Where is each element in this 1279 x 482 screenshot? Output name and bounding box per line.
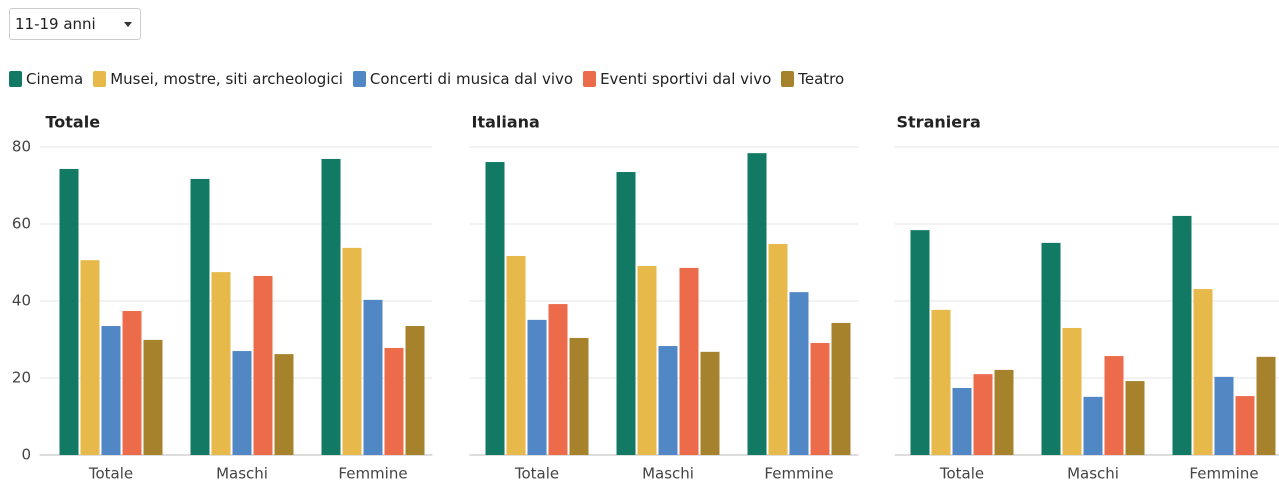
legend-swatch: [352, 71, 366, 87]
bar: [80, 260, 100, 455]
x-tick-label: Femmine: [338, 465, 407, 482]
bar: [59, 168, 79, 455]
bar: [1214, 376, 1234, 455]
x-tick-label: Totale: [88, 465, 133, 482]
legend: Cinema Musei, mostre, siti archeologici Co…: [9, 70, 844, 88]
legend-label: Cinema: [26, 70, 84, 88]
legend-label: Musei, mostre, siti archeologici: [110, 70, 343, 88]
bar: [789, 292, 809, 455]
legend-label: Eventi sportivi dal vivo: [600, 70, 772, 88]
legend-item: Concerti di musica dal vivo: [352, 70, 574, 88]
bar: [384, 347, 404, 455]
bar: [1062, 327, 1082, 455]
bar: [548, 304, 568, 455]
dropdown-arrow: [124, 22, 132, 27]
legend-swatch: [9, 71, 22, 87]
bar: [747, 153, 767, 455]
bar: [405, 326, 425, 455]
y-tick-label: 20: [12, 369, 31, 387]
x-tick-label: Femmine: [1189, 465, 1258, 482]
chart-title: Italiana: [472, 113, 540, 132]
y-tick-label: 40: [12, 292, 31, 310]
legend-swatch: [583, 71, 597, 87]
bar: [190, 178, 210, 455]
bar: [211, 272, 231, 455]
chart-title: Totale: [46, 113, 101, 132]
bar: [101, 326, 121, 455]
y-tick-label: 80: [12, 138, 31, 156]
x-tick-label: Maschi: [1067, 465, 1119, 482]
dropdown-value: 11-19 anni: [15, 15, 96, 33]
bar: [569, 337, 589, 455]
bar: [506, 255, 526, 455]
bar: [485, 162, 505, 455]
legend-item: Musei, mostre, siti archeologici: [93, 70, 343, 88]
bar: [1256, 356, 1276, 455]
bar: [321, 158, 341, 455]
bar: [1235, 396, 1255, 455]
bar: [527, 319, 547, 455]
bar: [274, 354, 294, 455]
legend-swatch: [781, 71, 795, 87]
legend-item: Teatro: [781, 70, 844, 88]
bar: [973, 374, 993, 455]
x-tick-label: Maschi: [216, 465, 268, 482]
chart-title: Straniera: [897, 113, 981, 132]
bar: [994, 369, 1014, 455]
bar: [1041, 242, 1061, 455]
bar: [637, 265, 657, 455]
legend-item: Cinema: [9, 70, 83, 88]
x-tick-label: Maschi: [642, 465, 694, 482]
bar: [910, 230, 930, 455]
x-tick-label: Totale: [514, 465, 559, 482]
bar: [1125, 381, 1145, 455]
bar: [931, 309, 951, 455]
bar: [1083, 396, 1103, 455]
bar: [810, 342, 830, 455]
y-tick-label: 60: [12, 215, 31, 233]
legend-label: Teatro: [798, 70, 845, 88]
bar: [616, 172, 636, 455]
bar: [232, 351, 252, 455]
bar: [1104, 356, 1124, 455]
x-tick-label: Totale: [939, 465, 984, 482]
bar: [1172, 215, 1192, 455]
bar: [1193, 289, 1213, 455]
y-tick-label: 0: [21, 446, 31, 464]
bar: [679, 267, 699, 455]
bar: [658, 346, 678, 455]
legend-swatch: [93, 71, 107, 87]
legend-item: Eventi sportivi dal vivo: [583, 70, 771, 88]
bar: [143, 339, 163, 455]
age-dropdown[interactable]: 11-19 anni: [9, 8, 141, 40]
legend-label: Concerti di musica dal vivo: [369, 70, 574, 88]
bar: [768, 244, 788, 455]
x-tick-label: Femmine: [764, 465, 833, 482]
bar: [952, 388, 972, 455]
bar: [342, 247, 362, 455]
bar: [122, 311, 142, 455]
bar: [700, 351, 720, 455]
bar: [363, 299, 383, 455]
bar: [253, 275, 273, 455]
bar: [831, 322, 851, 455]
